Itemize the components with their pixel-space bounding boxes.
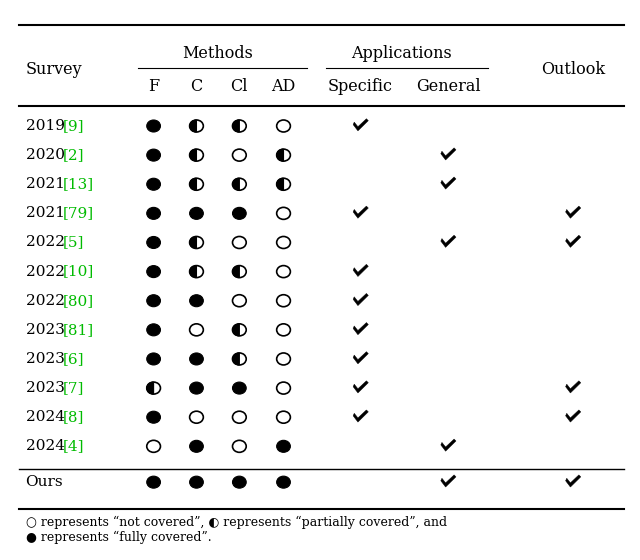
Text: 2020: 2020: [26, 148, 70, 162]
Polygon shape: [441, 475, 456, 487]
Text: [10]: [10]: [63, 264, 93, 278]
Text: F: F: [148, 78, 159, 95]
Circle shape: [189, 440, 204, 452]
Circle shape: [232, 382, 246, 394]
Circle shape: [147, 295, 161, 307]
Circle shape: [147, 265, 161, 278]
Text: ○ represents “not covered”, ◐ represents “partially covered”, and: ○ represents “not covered”, ◐ represents…: [26, 515, 447, 529]
Circle shape: [189, 382, 204, 394]
Text: Cl: Cl: [230, 78, 248, 95]
Text: AD: AD: [271, 78, 296, 95]
Circle shape: [147, 236, 161, 249]
Polygon shape: [566, 235, 581, 248]
Circle shape: [147, 149, 161, 161]
Text: 2024: 2024: [26, 439, 70, 453]
Circle shape: [189, 207, 204, 220]
Text: [81]: [81]: [63, 323, 93, 337]
Polygon shape: [441, 177, 456, 189]
Circle shape: [276, 476, 291, 488]
Text: [13]: [13]: [63, 177, 93, 191]
Circle shape: [147, 353, 161, 365]
Polygon shape: [566, 206, 581, 218]
Wedge shape: [189, 236, 196, 249]
Text: Survey: Survey: [26, 62, 82, 78]
Polygon shape: [566, 410, 581, 422]
Circle shape: [189, 295, 204, 307]
Text: 2022: 2022: [26, 293, 70, 308]
Text: Specific: Specific: [328, 78, 393, 95]
Circle shape: [189, 353, 204, 365]
Polygon shape: [353, 264, 368, 277]
Wedge shape: [276, 178, 284, 190]
Circle shape: [147, 207, 161, 220]
Polygon shape: [353, 293, 368, 306]
Text: Applications: Applications: [351, 45, 452, 62]
Text: 2023: 2023: [26, 352, 69, 366]
Polygon shape: [353, 410, 368, 422]
Polygon shape: [353, 352, 368, 364]
Wedge shape: [147, 382, 154, 394]
Text: [4]: [4]: [63, 439, 84, 453]
Text: [79]: [79]: [63, 207, 93, 221]
Text: [6]: [6]: [63, 352, 84, 366]
Wedge shape: [189, 178, 196, 190]
Text: 2021: 2021: [26, 207, 70, 221]
Text: [9]: [9]: [63, 119, 84, 133]
Circle shape: [147, 178, 161, 190]
Text: C: C: [190, 78, 203, 95]
Polygon shape: [441, 148, 456, 160]
Text: General: General: [416, 78, 480, 95]
Circle shape: [147, 324, 161, 336]
Wedge shape: [232, 178, 239, 190]
Polygon shape: [441, 235, 456, 248]
Text: Outlook: Outlook: [541, 62, 605, 78]
Text: 2019: 2019: [26, 119, 70, 133]
Circle shape: [189, 476, 204, 488]
Wedge shape: [189, 120, 196, 132]
Wedge shape: [232, 324, 239, 336]
Polygon shape: [353, 323, 368, 335]
Text: [8]: [8]: [63, 410, 84, 424]
Text: [7]: [7]: [63, 381, 84, 395]
Polygon shape: [353, 381, 368, 393]
Text: [5]: [5]: [63, 235, 84, 249]
Text: Ours: Ours: [26, 475, 63, 489]
Wedge shape: [232, 120, 239, 132]
Text: 2021: 2021: [26, 177, 70, 191]
Text: 2023: 2023: [26, 381, 69, 395]
Circle shape: [276, 440, 291, 452]
Text: 2024: 2024: [26, 410, 70, 424]
Polygon shape: [441, 439, 456, 451]
Wedge shape: [276, 149, 284, 161]
Circle shape: [232, 207, 246, 220]
Text: [2]: [2]: [63, 148, 84, 162]
Wedge shape: [189, 149, 196, 161]
Circle shape: [147, 411, 161, 423]
Circle shape: [147, 120, 161, 132]
Polygon shape: [353, 119, 368, 131]
Circle shape: [232, 476, 246, 488]
Wedge shape: [189, 265, 196, 278]
Polygon shape: [566, 381, 581, 393]
Polygon shape: [353, 206, 368, 218]
Text: ● represents “fully covered”.: ● represents “fully covered”.: [26, 531, 211, 544]
Text: 2023: 2023: [26, 323, 69, 337]
Circle shape: [147, 476, 161, 488]
Text: [80]: [80]: [63, 293, 93, 308]
Text: 2022: 2022: [26, 235, 70, 249]
Wedge shape: [232, 265, 239, 278]
Wedge shape: [232, 353, 239, 365]
Polygon shape: [566, 475, 581, 487]
Text: Methods: Methods: [182, 45, 253, 62]
Text: 2022: 2022: [26, 264, 70, 278]
